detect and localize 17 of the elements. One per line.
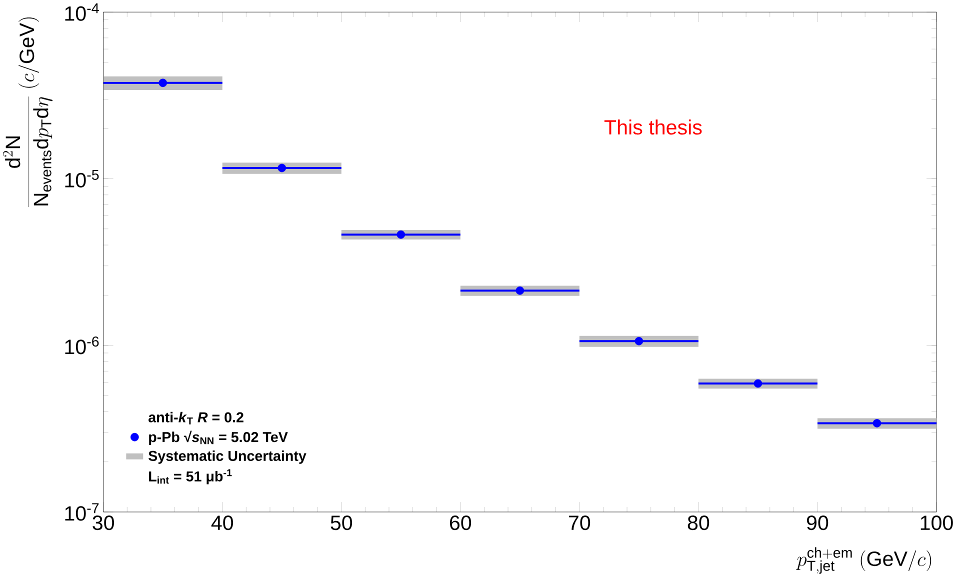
y-tick-label: 10$^{-4}$ bbox=[65, 3, 99, 21]
y-axis-title: $\frac{\mathrm{d}^{2}\mathrm{N}}{\mathrm{N}_{\mathrm{events}}\mathrm{d}p_{\mathrm{T}}\mathrm{d}\eta}\ (c/\mathrm{GeV})$ bbox=[3, 17, 53, 208]
x-tick-label: 60 bbox=[450, 516, 472, 530]
x-tick-label: 40 bbox=[211, 516, 234, 530]
x-tick-label: 80 bbox=[688, 516, 710, 530]
annotation: anti-k$_{T}$ R = 0.2 bbox=[148, 412, 244, 424]
y-tick-label: 10$^{-5}$ bbox=[65, 170, 99, 188]
legend-label: p-Pb √s$_{NN}$ = 5.02 TeV bbox=[149, 430, 288, 445]
x-axis-title: $p_{\mathrm{T,jet}}^{\mathrm{ch+em}}\ (\mathrm{GeV}/c)$ bbox=[796, 547, 932, 574]
x-tick-label: 50 bbox=[330, 516, 352, 530]
x-tick-label: 100 bbox=[920, 516, 953, 530]
annotation: L$_{int}$ = 51 μb$^{-1}$ bbox=[149, 469, 232, 484]
x-tick-label: 90 bbox=[806, 516, 828, 530]
legend-label: Systematic Uncertainty bbox=[148, 450, 306, 464]
annotation: This thesis bbox=[604, 119, 702, 135]
y-tick-label: 10$^{-6}$ bbox=[65, 336, 99, 354]
x-tick-label: 70 bbox=[569, 516, 590, 530]
